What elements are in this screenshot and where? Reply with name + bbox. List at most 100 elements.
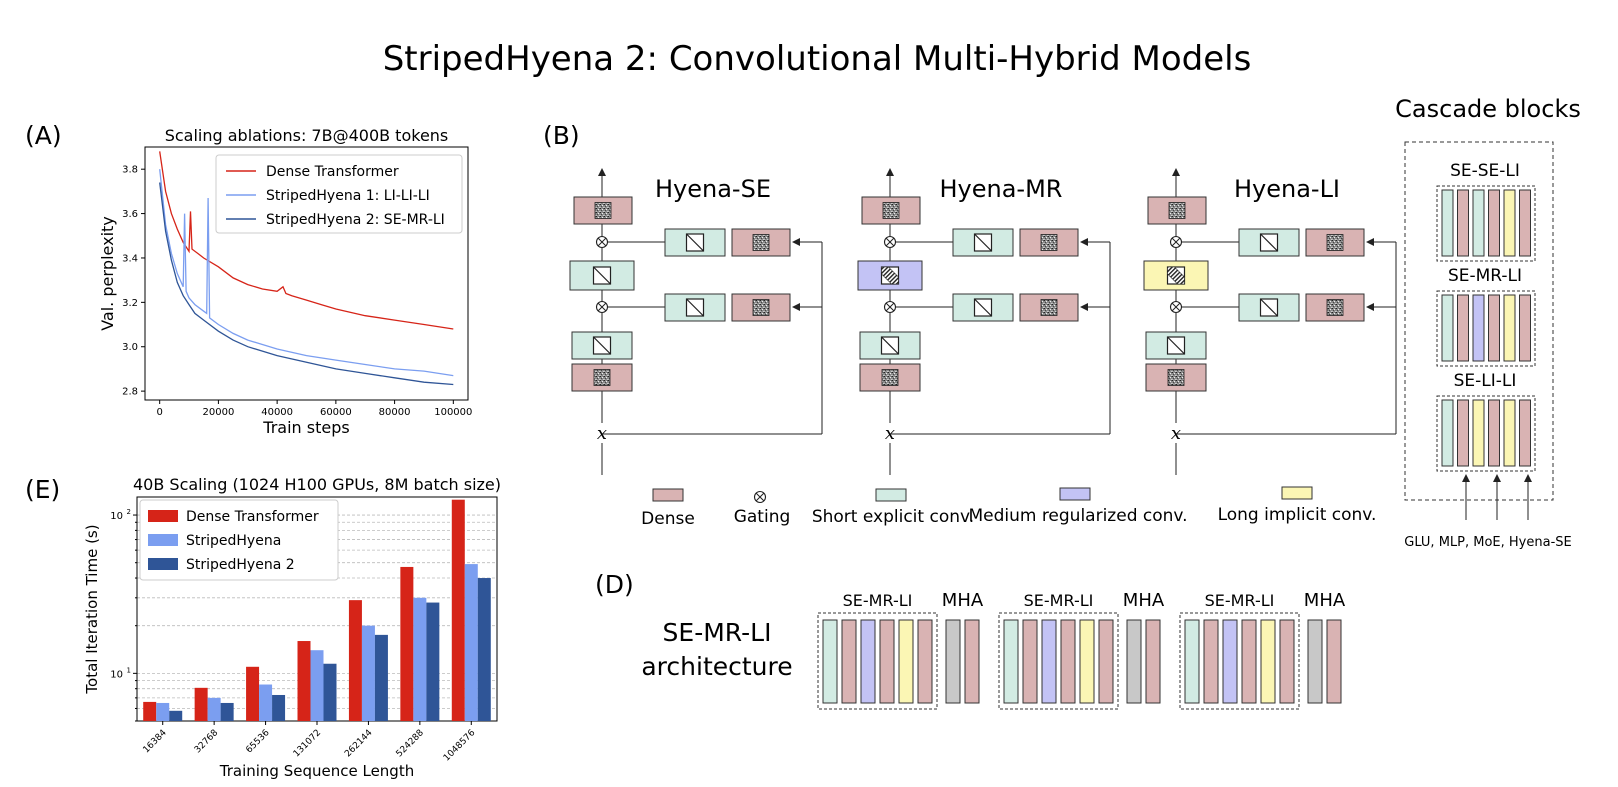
chart-e-xtick-label: 32768 (193, 728, 221, 756)
chart-e-xtick-label: 131072 (292, 728, 323, 759)
arch-bar-short_explicit (1184, 619, 1200, 704)
cascade-bar-dense (1457, 399, 1469, 467)
chart-a-xlabel: Train steps (262, 418, 349, 437)
cascade-bar-dense (1488, 294, 1500, 362)
cascade-bar-long_implicit (1503, 399, 1516, 467)
noise-icon (1168, 202, 1186, 219)
noise-icon (1326, 234, 1344, 251)
arch-bar-dense (1098, 619, 1114, 704)
noise-icon (752, 234, 770, 251)
chart-e-40b-scaling: 10 1 10 2 40B Scaling (1024 H100 GPUs, 8M ba… (83, 475, 501, 780)
chart-a-legend (215, 154, 463, 234)
arch-bar-medium_regularized (1041, 619, 1057, 704)
cascade-group-label: SE-SE-LI (1450, 161, 1520, 181)
chart-e-bar (477, 578, 491, 721)
legend-label: Dense (641, 509, 695, 529)
chart-e-bar (451, 499, 465, 721)
conv-icon-diag (1167, 336, 1185, 355)
panel-label-e: (E) (25, 475, 60, 504)
arch-unit-frame (998, 612, 1119, 710)
arch-bar-dense (1279, 619, 1295, 704)
arch-unit-label: SE-MR-LI (1205, 591, 1275, 610)
chart-e-ytick-label: 10 (110, 669, 123, 680)
arch-bar-dense (1145, 619, 1161, 704)
chart-e-legend-swatch (148, 510, 178, 522)
chart-e-xtick-label: 1048576 (442, 728, 478, 764)
noise-icon (752, 299, 770, 316)
chart-a-ylabel: Val. perplexity (98, 216, 117, 331)
chart-e-ytick-label-exp: 2 (127, 508, 131, 516)
arch-mha-label: MHA (942, 590, 984, 611)
arch-bar-dense (879, 619, 895, 704)
cascade-bar-dense (1519, 189, 1531, 257)
x-label-bg (1167, 423, 1185, 443)
chart-a-ytick-label: 3.6 (122, 209, 138, 220)
arch-bar-dense (1022, 619, 1038, 704)
cascade-bar-long_implicit (1503, 294, 1516, 362)
chart-e-ytick-label-exp: 1 (127, 666, 131, 674)
gating-icon-x (885, 237, 895, 247)
chart-e-legend-swatch (148, 534, 178, 546)
conv-icon-diag (686, 233, 704, 252)
legend-label: Gating (734, 507, 791, 527)
arch-bar-dense (1241, 619, 1257, 704)
arch-bar-mha (945, 619, 961, 704)
chart-e-xtick-label: 262144 (343, 728, 375, 760)
chart-e-legend-swatch (148, 558, 178, 570)
panel-label-b: (B) (543, 121, 580, 150)
cascade-footer: GLU, MLP, MoE, Hyena-SE (1404, 535, 1572, 550)
arch-bar-long_implicit (1260, 619, 1276, 704)
conv-icon-diag (593, 266, 611, 285)
gating-icon-x (597, 237, 607, 247)
chart-a-ytick-label: 3.4 (122, 253, 138, 264)
cascade-bar-medium_regularized (1472, 294, 1485, 362)
chart-e-bar (143, 701, 157, 721)
cascade-bar-long_implicit (1472, 399, 1485, 467)
arch-unit-label: SE-MR-LI (1024, 591, 1094, 610)
cascade-bar-dense (1488, 399, 1500, 467)
chart-a-legend-label: StripedHyena 1: LI-LI-LI (266, 188, 430, 204)
cascade-group-label: SE-LI-LI (1454, 371, 1517, 391)
arch-title-line2: architecture (641, 652, 792, 681)
arch-title-line1: SE-MR-LI (663, 618, 772, 647)
conv-icon-diag (974, 298, 992, 317)
chart-e-bar (297, 641, 311, 721)
arch-bar-dense (841, 619, 857, 704)
conv-icon-diag (974, 233, 992, 252)
chart-e-ylabel: Total Iteration Time (s) (83, 524, 101, 694)
chart-e-xtick-label: 16384 (142, 728, 170, 756)
chart-a-xtick-label: 20000 (203, 407, 235, 418)
chart-a-ytick-label: 3.2 (122, 298, 138, 309)
noise-icon (1167, 369, 1185, 386)
arch-bar-dense (917, 619, 933, 704)
cascade-group-label: SE-MR-LI (1448, 266, 1522, 286)
x-label-bg (593, 423, 611, 443)
diagram-b-legend: Dense Gating Short explicit conv.Medium re… (641, 486, 1377, 529)
chart-e-bar (220, 702, 234, 721)
conv-icon-diag (881, 336, 899, 355)
legend-label: Long implicit conv. (1218, 505, 1377, 525)
cascade-group-frame (1436, 395, 1536, 472)
arrow-head (792, 303, 800, 311)
cascade-bar-short_explicit (1441, 189, 1454, 257)
noise-icon (1040, 299, 1058, 316)
chart-e-bar (374, 634, 388, 721)
arch-bar-medium_regularized (860, 619, 876, 704)
chart-a-series-line-3 (159, 182, 454, 386)
cascade-bar-long_implicit (1503, 189, 1516, 257)
conv-icon-band (881, 266, 899, 285)
chart-e-legend-label: StripedHyena 2 (186, 557, 295, 573)
arch-bar-short_explicit (822, 619, 838, 704)
chart-a-plot-area (144, 146, 469, 401)
cascade-bar-dense (1519, 294, 1531, 362)
architecture-d-diagram: SE-MR-LI MHA SE-MR-LI MHA SE-MR-LI MHA (817, 590, 1346, 710)
arch-bar-dense (1326, 619, 1342, 704)
chart-e-legend-label: StripedHyena (186, 533, 281, 549)
cascade-group-frame (1436, 185, 1536, 262)
gating-icon-x (755, 492, 765, 502)
chart-e-bar (400, 566, 414, 721)
cascade-bar-dense (1519, 399, 1531, 467)
chart-e-bar (464, 564, 478, 721)
arch-unit-frame (1179, 612, 1300, 710)
cascade-title: Cascade blocks (1395, 95, 1581, 123)
